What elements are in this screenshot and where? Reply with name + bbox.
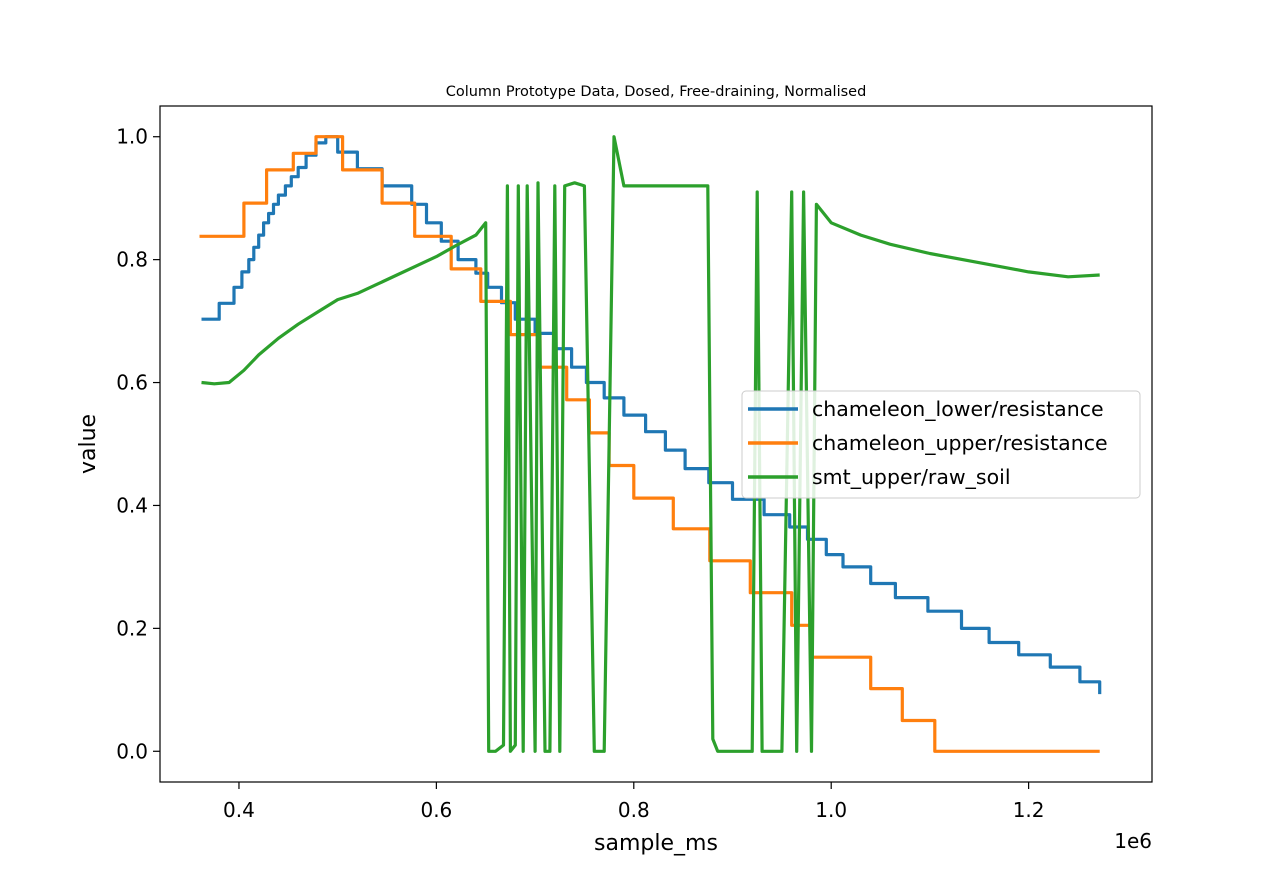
x-axis: 0.4 0.6 0.8 1.0 1.2	[223, 782, 1045, 822]
chart-title: Column Prototype Data, Dosed, Free-drain…	[446, 84, 867, 100]
y-tick-label: 1.0	[116, 125, 148, 149]
x-tick-label: 0.4	[223, 798, 255, 822]
y-tick-label: 0.4	[116, 493, 148, 517]
y-axis: 0.0 0.2 0.4 0.6 0.8 1.0	[116, 125, 160, 763]
x-tick-label: 1.2	[1013, 798, 1045, 822]
legend-box	[741, 390, 1141, 499]
y-tick-label: 0.2	[116, 616, 148, 640]
legend-label: smt_upper/raw_soil	[812, 465, 1011, 490]
y-axis-label: value	[76, 414, 101, 474]
y-tick-label: 0.0	[116, 739, 148, 763]
plot-area	[199, 135, 1102, 753]
axes-frame	[159, 105, 1153, 783]
x-axis-offset-label: 1e6	[1114, 829, 1152, 853]
series-line-3	[201, 135, 1100, 753]
legend-label: chameleon_lower/resistance	[812, 397, 1104, 422]
series-line-2	[199, 135, 1100, 753]
x-tick-label: 0.6	[420, 798, 452, 822]
y-tick-label: 0.8	[116, 248, 148, 272]
x-axis-label: sample_ms	[594, 831, 718, 856]
x-tick-label: 0.8	[618, 798, 650, 822]
legend: chameleon_lower/resistance chameleon_uppe…	[741, 390, 1141, 499]
x-tick-label: 1.0	[815, 798, 847, 822]
y-tick-label: 0.6	[116, 371, 148, 395]
legend-label: chameleon_upper/resistance	[812, 431, 1108, 456]
